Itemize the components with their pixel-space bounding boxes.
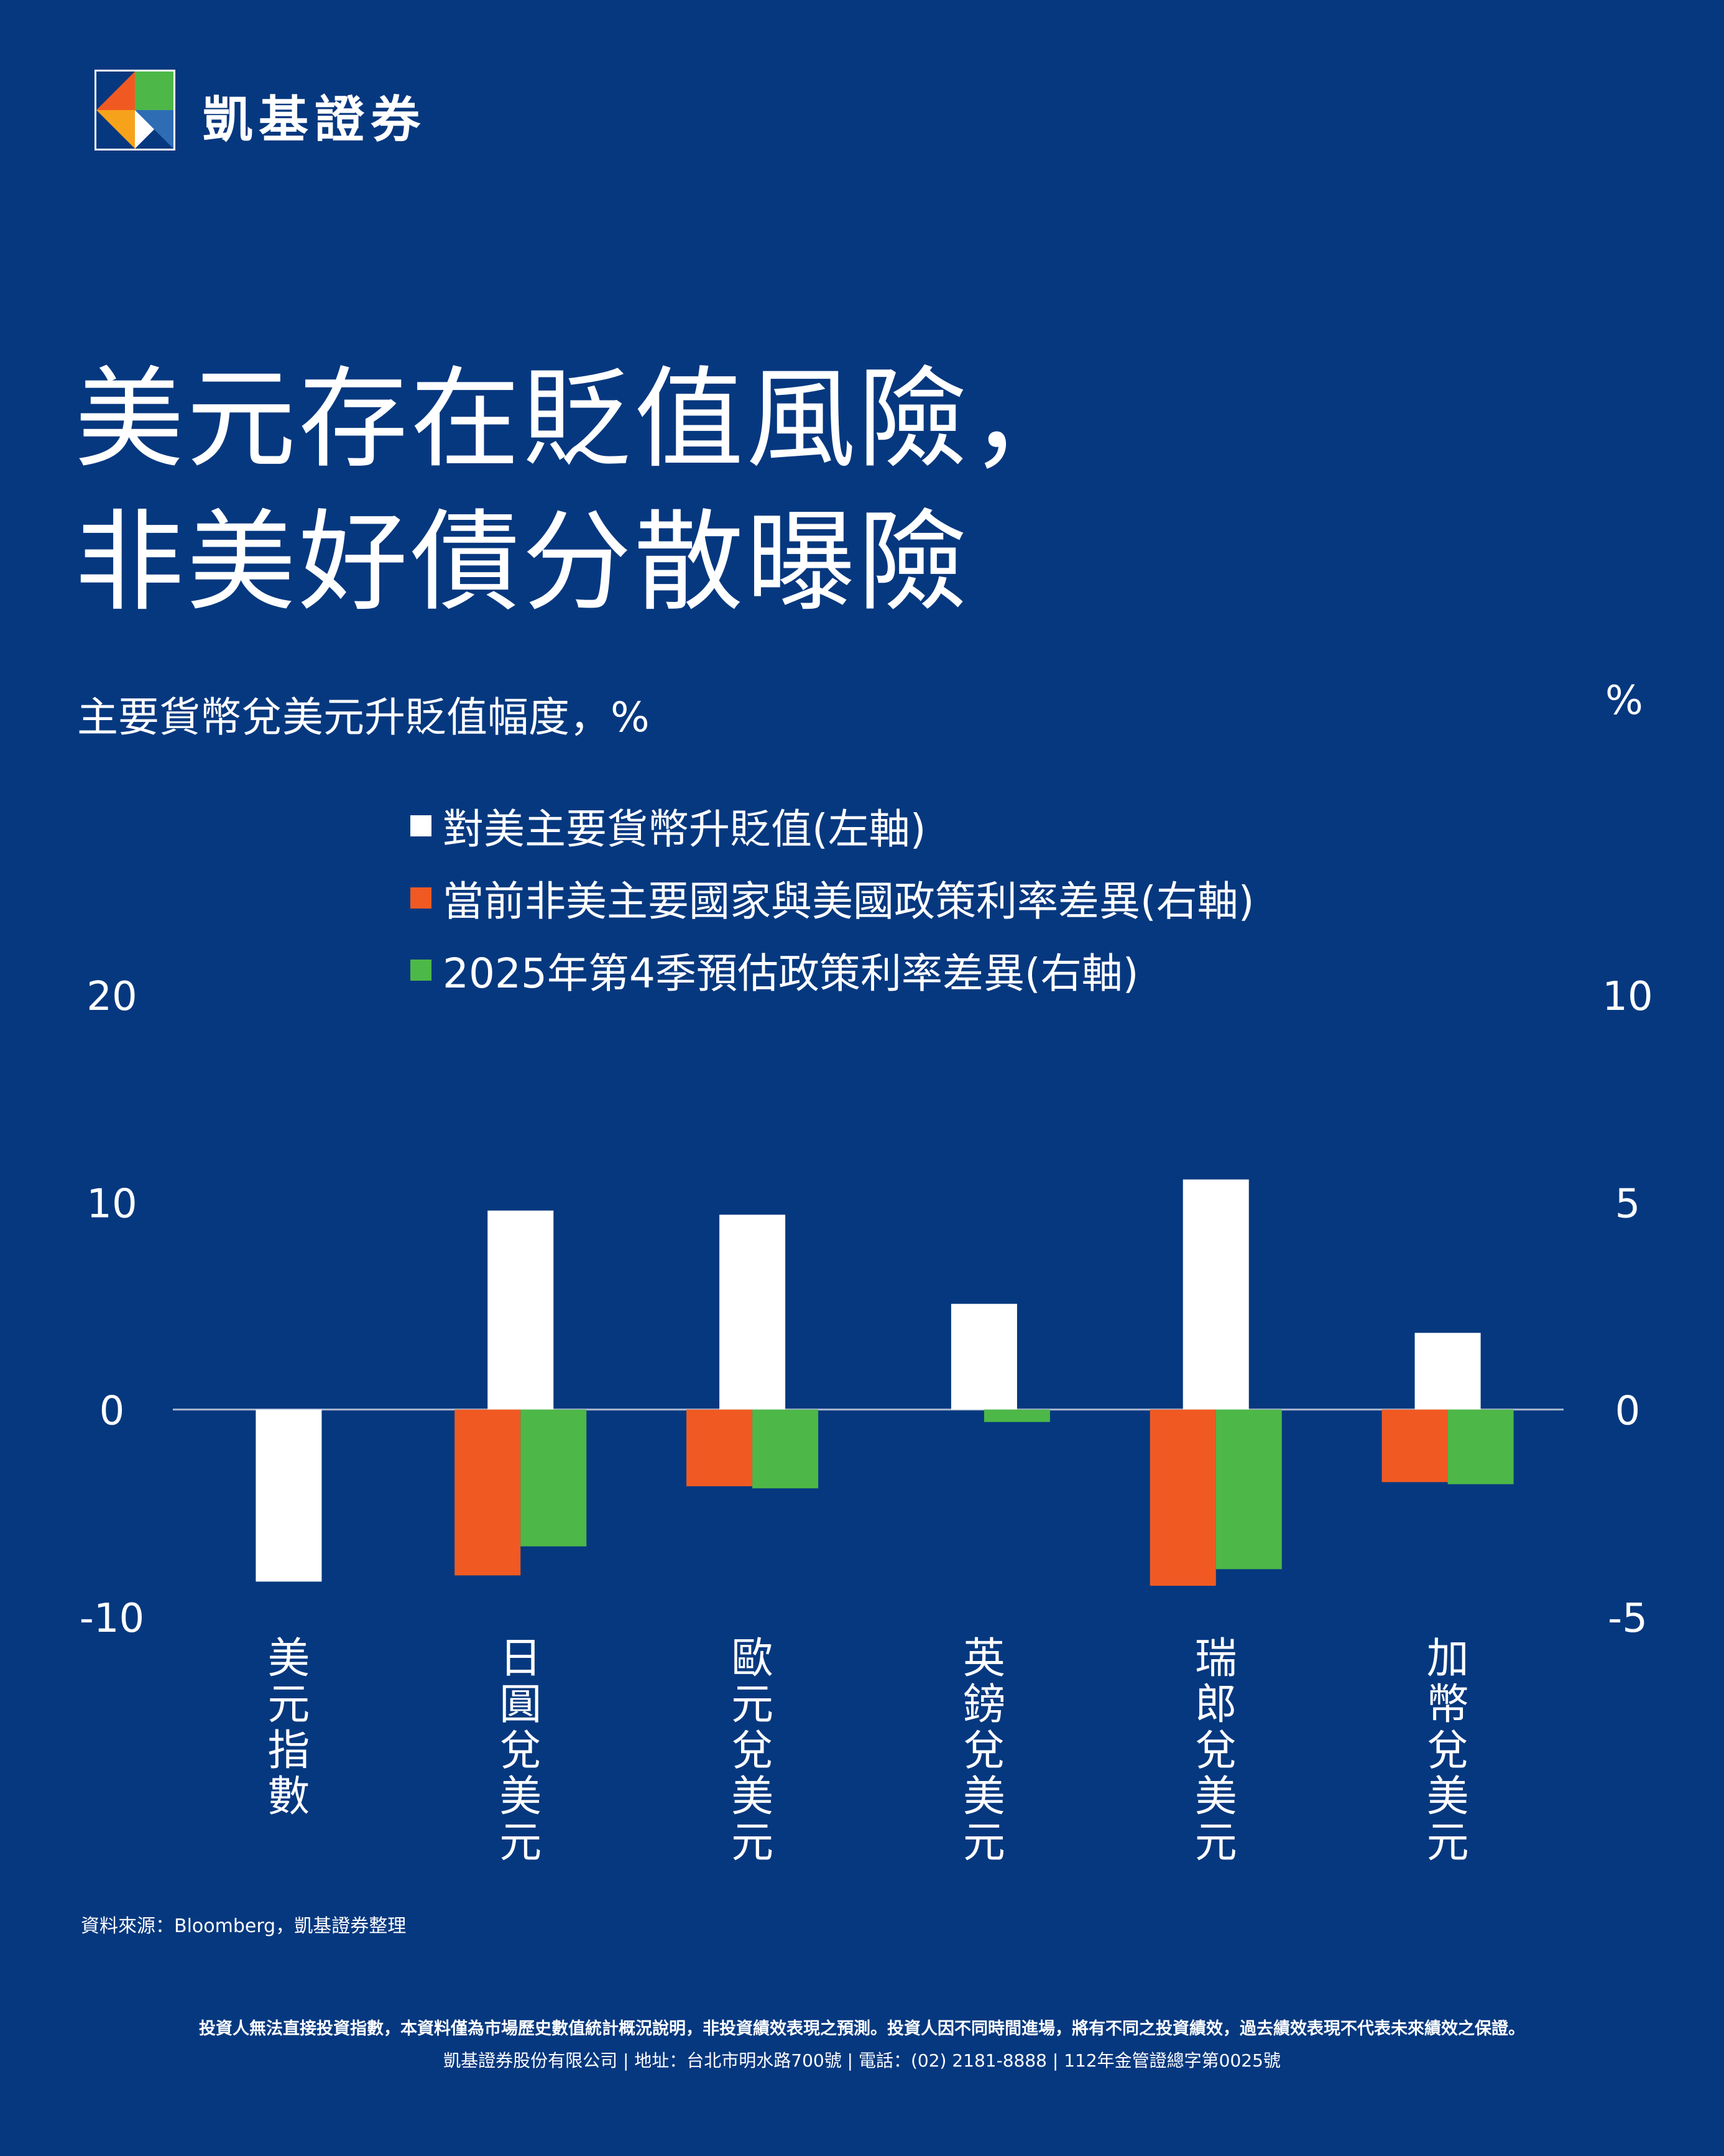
legend-item-forecast-rate-diff: 2025年第4季預估政策利率差異(右軸) <box>410 934 1255 1006</box>
category-label: 英鎊兌美元 <box>963 1634 1005 1867</box>
left-axis-tick-label: 10 <box>86 1181 137 1227</box>
title-line-1: 美元存在貶值風險， <box>75 356 1082 483</box>
legend-label: 2025年第4季預估政策利率差異(右軸) <box>443 950 1139 997</box>
legend-item-fx-change: 對美主要貨幣升貶值(左軸) <box>410 790 1255 862</box>
bar-current-rate-diff <box>454 1409 521 1576</box>
left-axis-tick-label: 20 <box>86 974 137 1020</box>
right-axis-tick-label: 5 <box>1615 1181 1641 1227</box>
left-axis-tick-label: 0 <box>99 1389 125 1435</box>
chart-legend: 對美主要貨幣升貶值(左軸) 當前非美主要國家與美國政策利率差異(右軸) 2025… <box>410 790 1255 1006</box>
right-axis-tick-label: -5 <box>1608 1596 1648 1642</box>
title-line-2: 非美好債分散曝險 <box>75 499 970 626</box>
legend-label: 當前非美主要國家與美國政策利率差異(右軸) <box>443 877 1255 925</box>
bar-forecast-rate-diff <box>1215 1409 1282 1570</box>
company-info: 凱基證券股份有限公司 | 地址：台北市明水路700號 | 電話：(02) 218… <box>443 2050 1281 2071</box>
category-label: 瑞郎兌美元 <box>1195 1634 1237 1867</box>
bar-fx-change <box>951 1303 1017 1410</box>
right-axis-unit: % <box>1605 678 1643 724</box>
bar-fx-change <box>1182 1179 1249 1410</box>
bar-fx-change <box>487 1210 554 1410</box>
category-label: 加幣兌美元 <box>1427 1634 1469 1867</box>
legend-label: 對美主要貨幣升貶值(左軸) <box>443 805 926 853</box>
bar-current-rate-diff <box>1150 1409 1216 1586</box>
right-axis-tick-label: 0 <box>1615 1389 1641 1435</box>
legend-swatch-white <box>410 815 431 836</box>
left-axis-tick-label: -10 <box>80 1596 145 1642</box>
category-label: 歐元兌美元 <box>731 1634 773 1867</box>
bar-chart: -10 0 10 20 -5 0 5 10 美元指數 日圓兌美元 歐元兌美元 英鎊兌美元 瑞郎兌美元 加幣… <box>80 974 1653 1867</box>
bar-current-rate-diff <box>686 1409 753 1486</box>
legend-swatch-orange <box>410 887 431 909</box>
bar-fx-change <box>256 1409 322 1582</box>
brand-logo-icon <box>94 70 175 150</box>
brand-name: 凱基證券 <box>203 91 426 149</box>
chart-subtitle: 主要貨幣兌美元升貶值幅度，% <box>77 693 650 741</box>
category-label: 日圓兌美元 <box>499 1634 542 1867</box>
bar-forecast-rate-diff <box>1447 1409 1514 1484</box>
legend-swatch-green <box>410 960 431 981</box>
right-axis-tick-label: 10 <box>1602 974 1653 1020</box>
bar-fx-change <box>719 1214 786 1410</box>
bar-forecast-rate-diff <box>752 1409 819 1489</box>
disclaimer: 投資人無法直接投資指數，本資料僅為市場歷史數值統計概況說明，非投資績效表現之預測… <box>199 2019 1525 2038</box>
legend-item-current-rate-diff: 當前非美主要國家與美國政策利率差異(右軸) <box>410 862 1255 934</box>
data-source: 資料來源：Bloomberg，凱基證券整理 <box>81 1915 407 1937</box>
bar-forecast-rate-diff <box>520 1409 587 1547</box>
bar-fx-change <box>1414 1333 1481 1410</box>
bar-current-rate-diff <box>1381 1409 1448 1483</box>
page-title: 美元存在貶值風險， 非美好債分散曝險 <box>75 348 1082 634</box>
bar-forecast-rate-diff <box>984 1409 1050 1422</box>
category-label: 美元指數 <box>267 1634 310 1821</box>
